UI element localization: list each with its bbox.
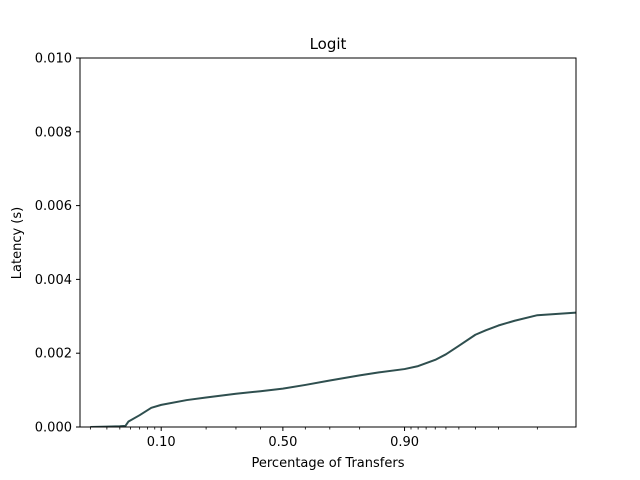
y-tick-label: 0.010 xyxy=(35,52,72,67)
axes-frame xyxy=(79,57,577,428)
y-tick-label: 0.006 xyxy=(35,199,72,214)
y-tick-label: 0.004 xyxy=(35,273,72,288)
plot-area: 0.000 0.002 0.004 0.006 0.008 0.010 0.10 0.50 0.… xyxy=(35,52,577,450)
y-tick-label: 0.000 xyxy=(35,421,72,436)
chart-title: Logit xyxy=(310,35,347,53)
y-axis-label: Latency (s) xyxy=(10,207,25,279)
x-tick-label: 0.50 xyxy=(268,435,297,450)
y-tick-label: 0.008 xyxy=(35,125,72,140)
x-axis-label: Percentage of Transfers xyxy=(252,456,405,471)
x-tick-label: 0.90 xyxy=(390,435,419,450)
series-line-0 xyxy=(90,311,576,427)
y-tick-label: 0.002 xyxy=(35,347,72,362)
x-tick-label: 0.10 xyxy=(147,435,176,450)
